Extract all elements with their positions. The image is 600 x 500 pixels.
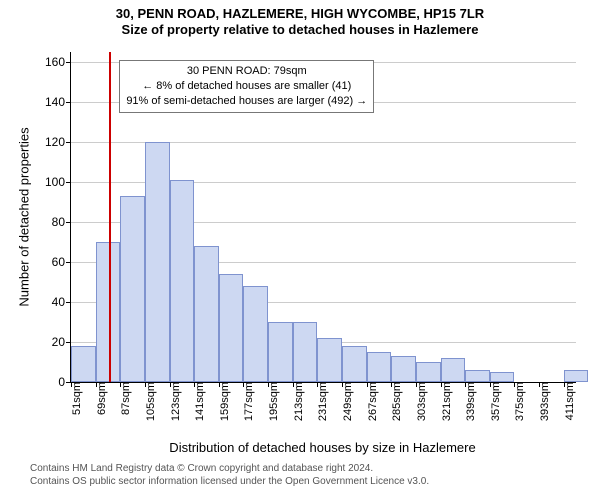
xtick-label: 177sqm — [237, 382, 255, 421]
annotation-line: ← 8% of detached houses are smaller (41) — [126, 79, 367, 94]
xtick-label: 87sqm — [114, 382, 132, 415]
xtick-label: 195sqm — [262, 382, 280, 421]
xtick-label: 159sqm — [213, 382, 231, 421]
title-line-2: Size of property relative to detached ho… — [0, 22, 600, 38]
xtick-label: 69sqm — [90, 382, 108, 415]
histogram-bar — [219, 274, 244, 382]
xtick-label: 105sqm — [139, 382, 157, 421]
xtick-label: 141sqm — [188, 382, 206, 421]
xtick-label: 267sqm — [361, 382, 379, 421]
xtick-label: 285sqm — [385, 382, 403, 421]
histogram-bar — [71, 346, 96, 382]
xtick-label: 303sqm — [410, 382, 428, 421]
xtick-label: 339sqm — [459, 382, 477, 421]
xtick-label: 231sqm — [311, 382, 329, 421]
ytick-label: 120 — [45, 135, 71, 149]
plot-area: 02040608010012014016051sqm69sqm87sqm105s… — [70, 52, 576, 383]
xtick-label: 213sqm — [287, 382, 305, 421]
xtick-label: 123sqm — [164, 382, 182, 421]
chart-container: 30, PENN ROAD, HAZLEMERE, HIGH WYCOMBE, … — [0, 0, 600, 500]
ytick-label: 20 — [52, 335, 71, 349]
histogram-bar — [96, 242, 121, 382]
xtick-label: 321sqm — [435, 382, 453, 421]
ytick-label: 40 — [52, 295, 71, 309]
histogram-bar — [293, 322, 318, 382]
reference-line — [109, 52, 111, 382]
footer-line-2: Contains OS public sector information li… — [30, 475, 429, 488]
footer: Contains HM Land Registry data © Crown c… — [30, 462, 429, 488]
histogram-bar — [170, 180, 195, 382]
xtick-label: 393sqm — [533, 382, 551, 421]
histogram-bar — [367, 352, 392, 382]
annotation-line: 91% of semi-detached houses are larger (… — [126, 94, 367, 109]
chart-title: 30, PENN ROAD, HAZLEMERE, HIGH WYCOMBE, … — [0, 6, 600, 37]
histogram-bar — [441, 358, 466, 382]
annotation-line: 30 PENN ROAD: 79sqm — [126, 64, 367, 79]
ytick-label: 160 — [45, 55, 71, 69]
histogram-bar — [145, 142, 170, 382]
x-axis-label: Distribution of detached houses by size … — [169, 440, 475, 455]
histogram-bar — [564, 370, 589, 382]
histogram-bar — [194, 246, 219, 382]
xtick-label: 411sqm — [558, 382, 576, 420]
ytick-label: 80 — [52, 215, 71, 229]
y-axis-label: Number of detached properties — [17, 127, 32, 306]
histogram-bar — [243, 286, 268, 382]
histogram-bar — [416, 362, 441, 382]
ytick-label: 140 — [45, 95, 71, 109]
histogram-bar — [268, 322, 293, 382]
footer-line-1: Contains HM Land Registry data © Crown c… — [30, 462, 429, 475]
xtick-label: 357sqm — [484, 382, 502, 421]
xtick-label: 249sqm — [336, 382, 354, 421]
title-line-1: 30, PENN ROAD, HAZLEMERE, HIGH WYCOMBE, … — [0, 6, 600, 22]
histogram-bar — [465, 370, 490, 382]
xtick-label: 51sqm — [65, 382, 83, 415]
annotation-box: 30 PENN ROAD: 79sqm← 8% of detached hous… — [119, 60, 374, 113]
histogram-bar — [342, 346, 367, 382]
histogram-bar — [490, 372, 515, 382]
ytick-label: 100 — [45, 175, 71, 189]
ytick-label: 60 — [52, 255, 71, 269]
xtick-label: 375sqm — [508, 382, 526, 421]
histogram-bar — [391, 356, 416, 382]
histogram-bar — [120, 196, 145, 382]
histogram-bar — [317, 338, 342, 382]
